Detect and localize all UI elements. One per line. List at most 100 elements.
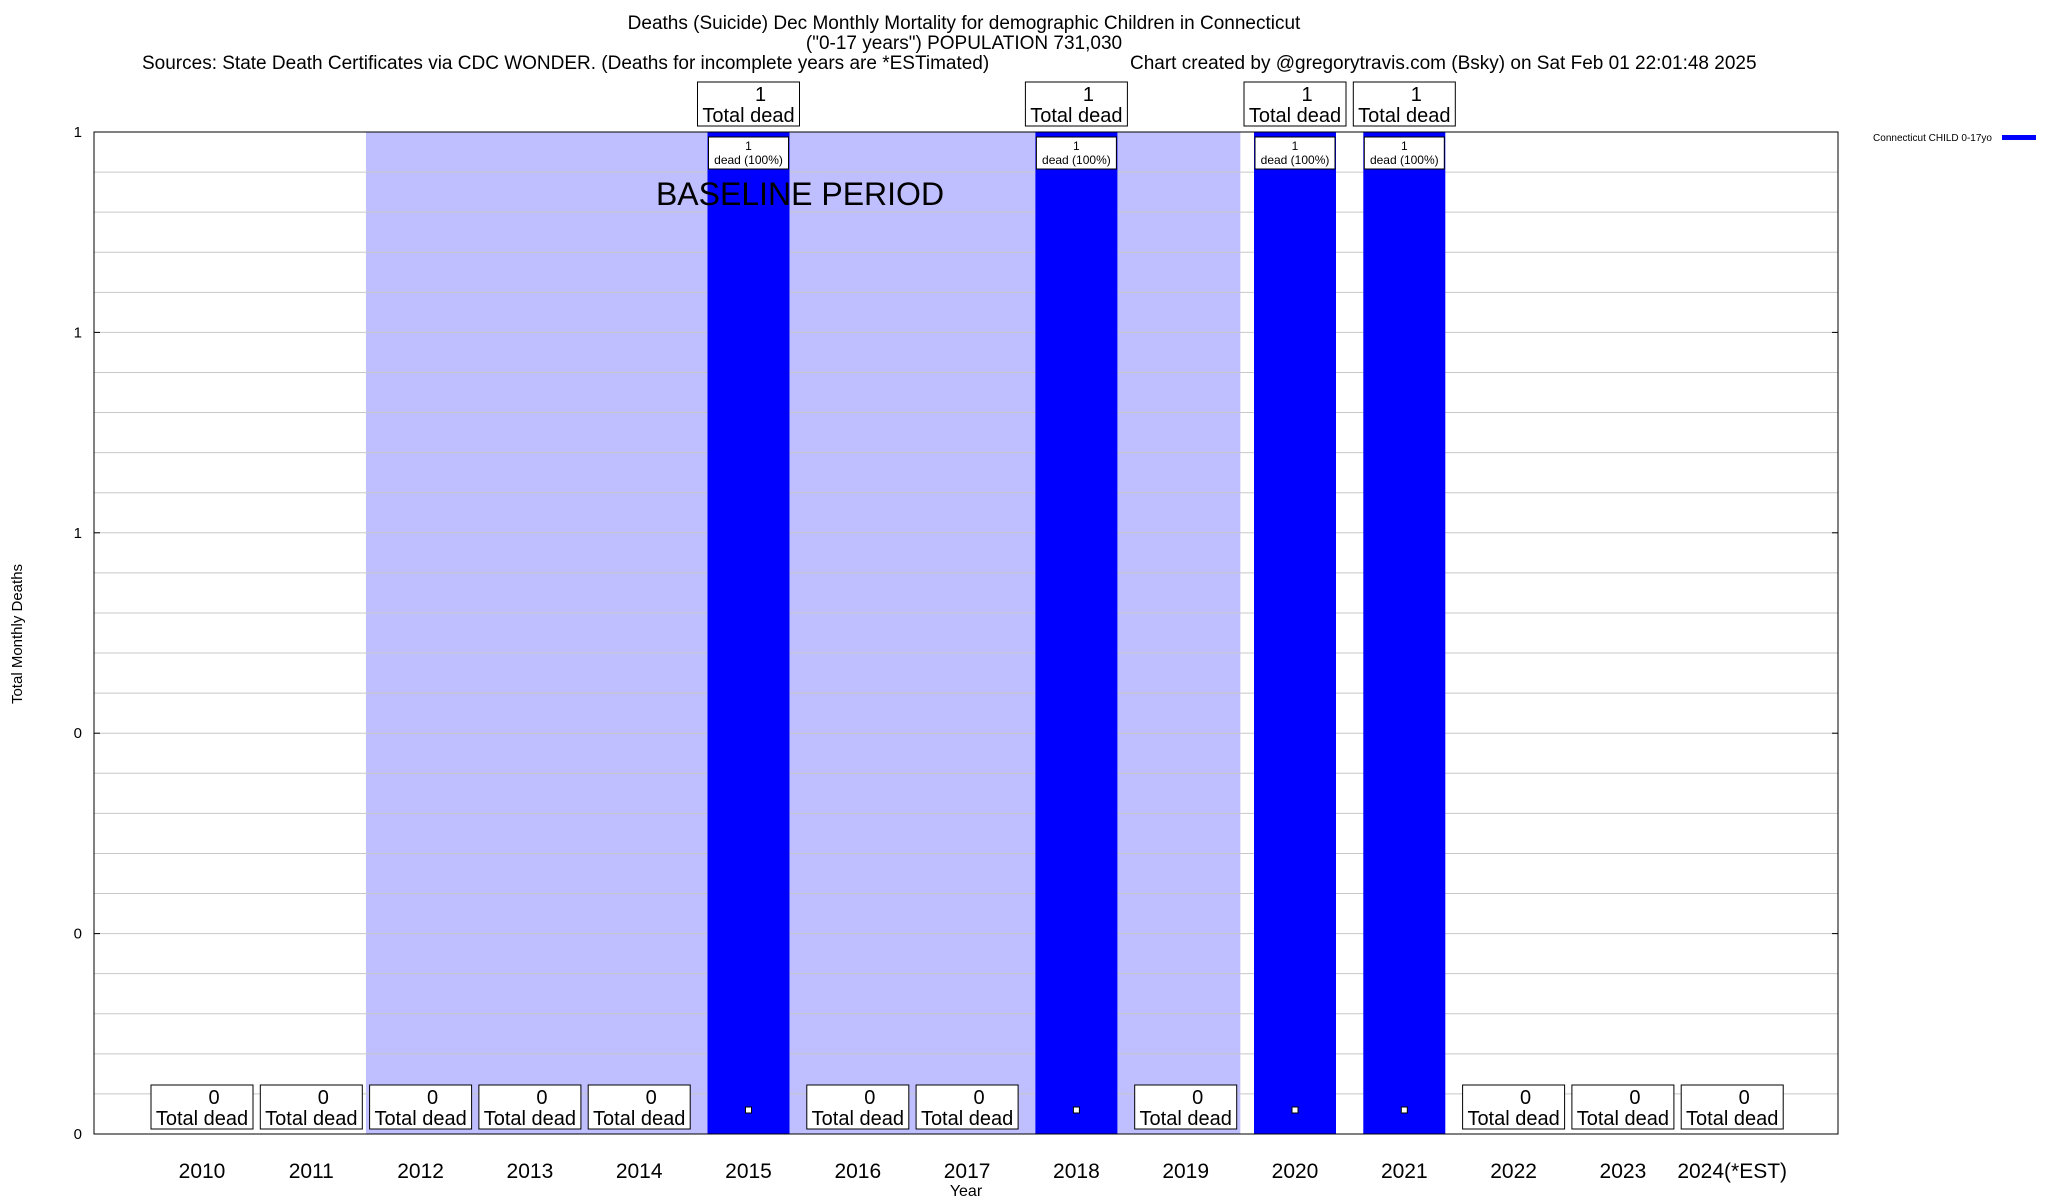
y-tick-label: 0 bbox=[74, 1126, 82, 1143]
total-dead-text: Total dead bbox=[812, 1108, 904, 1130]
total-dead-count: 0 bbox=[646, 1087, 657, 1109]
bar-label-count: 1 bbox=[1292, 139, 1299, 153]
chart-subtitle: ("0-17 years") POPULATION 731,030 bbox=[805, 33, 1123, 54]
total-dead-count: 1 bbox=[755, 84, 766, 106]
baseline-period-label: BASELINE PERIOD bbox=[656, 176, 944, 212]
y-tick-label: 1 bbox=[74, 525, 82, 542]
total-dead-box bbox=[587, 1084, 691, 1130]
total-dead-text: Total dead bbox=[702, 105, 794, 127]
total-dead-count: 1 bbox=[1411, 84, 1422, 106]
total-dead-box bbox=[1134, 1084, 1238, 1130]
total-dead-text: Total dead bbox=[921, 1108, 1013, 1130]
x-tick-label: 2015 bbox=[725, 1160, 772, 1183]
y-tick-label: 1 bbox=[74, 124, 82, 141]
bar bbox=[1363, 132, 1446, 1134]
total-dead-count: 0 bbox=[208, 1087, 219, 1109]
legend-swatch bbox=[2002, 135, 2036, 140]
x-tick-label: 2022 bbox=[1490, 1160, 1537, 1183]
total-dead-box bbox=[1352, 81, 1456, 127]
bar-label-text: dead (100%) bbox=[1370, 153, 1439, 167]
x-tick-label: 2019 bbox=[1162, 1160, 1209, 1183]
total-dead-box bbox=[697, 81, 800, 127]
chart-credit: Chart created by @gregorytravis.com (Bsk… bbox=[1130, 53, 1757, 74]
x-axis-label: Year bbox=[950, 1183, 983, 1200]
bar-label-box bbox=[1254, 136, 1336, 170]
legend-label: Connecticut CHILD 0-17yo bbox=[1873, 133, 1992, 144]
total-dead-box bbox=[369, 1084, 473, 1130]
total-dead-box bbox=[1571, 1084, 1675, 1130]
x-tick-label: 2024(*EST) bbox=[1677, 1160, 1787, 1183]
total-dead-text: Total dead bbox=[1249, 105, 1341, 127]
bar bbox=[707, 132, 790, 1134]
bar-label-box bbox=[708, 136, 789, 170]
total-dead-box bbox=[1024, 81, 1128, 127]
x-marker bbox=[1400, 1106, 1408, 1114]
x-tick-label: 2021 bbox=[1381, 1160, 1428, 1183]
total-dead-text: Total dead bbox=[1686, 1108, 1778, 1130]
total-dead-text: Total dead bbox=[1358, 105, 1450, 127]
x-tick-label: 2017 bbox=[944, 1160, 991, 1183]
total-dead-text: Total dead bbox=[1467, 1108, 1559, 1130]
total-dead-count: 0 bbox=[1520, 1087, 1531, 1109]
x-tick-label: 2020 bbox=[1272, 1160, 1319, 1183]
bar-label-text: dead (100%) bbox=[1042, 153, 1111, 167]
bar bbox=[1035, 132, 1118, 1134]
total-dead-box bbox=[1462, 1084, 1566, 1130]
chart-sources: Sources: State Death Certificates via CD… bbox=[142, 53, 990, 74]
chart-title: Deaths (Suicide) Dec Monthly Mortality f… bbox=[627, 13, 1301, 34]
bar-label-box bbox=[1363, 136, 1445, 170]
y-tick-label: 0 bbox=[74, 926, 82, 943]
y-tick-label: 1 bbox=[74, 324, 82, 341]
total-dead-count: 1 bbox=[1301, 84, 1312, 106]
x-tick-label: 2010 bbox=[179, 1160, 226, 1183]
total-dead-box bbox=[1680, 1084, 1784, 1130]
total-dead-text: Total dead bbox=[593, 1108, 685, 1130]
total-dead-text: Total dead bbox=[265, 1108, 357, 1130]
total-dead-box bbox=[259, 1084, 363, 1130]
y-tick-label: 0 bbox=[74, 725, 82, 742]
x-marker bbox=[1291, 1106, 1299, 1114]
bar-label-count: 1 bbox=[1073, 139, 1080, 153]
x-tick-label: 2011 bbox=[289, 1160, 334, 1183]
y-axis-label: Total Monthly Deaths bbox=[9, 564, 26, 704]
total-dead-text: Total dead bbox=[1030, 105, 1122, 127]
x-tick-label: 2016 bbox=[834, 1160, 881, 1183]
total-dead-text: Total dead bbox=[156, 1108, 248, 1130]
total-dead-text: Total dead bbox=[374, 1108, 466, 1130]
bar bbox=[1254, 132, 1336, 1134]
bar-label-count: 1 bbox=[1401, 139, 1408, 153]
x-marker bbox=[745, 1106, 752, 1114]
total-dead-box bbox=[150, 1084, 254, 1130]
x-tick-label: 2023 bbox=[1600, 1160, 1647, 1183]
total-dead-count: 0 bbox=[1739, 1087, 1750, 1109]
total-dead-count: 0 bbox=[864, 1087, 875, 1109]
total-dead-count: 1 bbox=[1083, 84, 1094, 106]
total-dead-text: Total dead bbox=[1577, 1108, 1669, 1130]
total-dead-text: Total dead bbox=[1140, 1108, 1232, 1130]
total-dead-count: 0 bbox=[318, 1087, 329, 1109]
total-dead-count: 0 bbox=[1629, 1087, 1640, 1109]
x-tick-label: 2012 bbox=[397, 1160, 444, 1183]
total-dead-box bbox=[806, 1084, 910, 1130]
bar-label-box bbox=[1035, 136, 1117, 170]
total-dead-count: 0 bbox=[427, 1087, 438, 1109]
